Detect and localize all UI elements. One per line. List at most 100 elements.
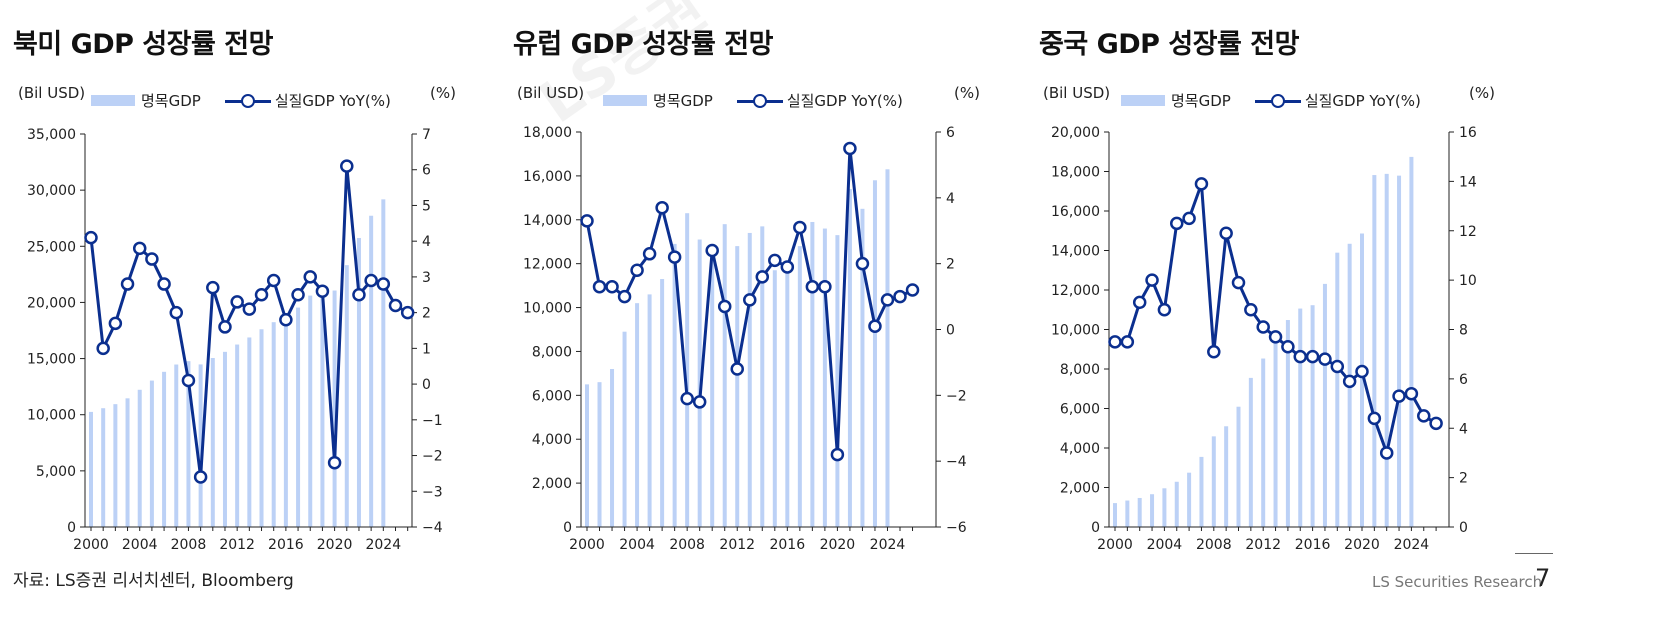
legend-bar-swatch [91,95,135,106]
page-divider [1515,553,1553,554]
real-gdp-point-2002 [108,316,123,331]
right-tick-label: −6 [946,520,967,536]
real-gdp-point-2001 [96,341,110,356]
left-tick-label: 30,000 [27,183,76,199]
bar-nominal-gdp-2011 [722,224,727,527]
left-tick-label: 5,000 [36,464,76,480]
bar-nominal-gdp-2017 [1322,283,1327,527]
legend-label: 명목GDP [653,92,713,110]
real-gdp-point-2007 [169,305,184,320]
left-tick-label: 4,000 [1060,441,1100,457]
bar-nominal-gdp-2023 [1397,175,1402,527]
bar-nominal-gdp-2004 [137,389,142,527]
right-tick-label: 4 [946,191,955,207]
bar-nominal-gdp-2020 [835,235,840,527]
legend-label: 명목GDP [1171,92,1231,110]
left-tick-label: 6,000 [1060,402,1100,418]
right-tick-label: 3 [422,270,431,286]
real-gdp-point-2015 [1293,349,1307,364]
real-gdp-point-2001 [1120,335,1135,349]
legend-item-real: 실질GDP YoY(%) [224,90,391,111]
real-gdp-point-2022 [352,288,366,302]
bar-nominal-gdp-2006 [162,371,167,527]
right-tick-label: 6 [422,163,431,179]
left-tick-label: 10,000 [523,301,572,317]
right-tick-label: 0 [422,377,431,393]
real-gdp-point-2014 [254,288,269,302]
right-tick-label: 2 [422,306,431,322]
x-tick-label: 2008 [171,537,207,553]
chart-panel-china: 중국 GDP 성장률 전망 (Bil USD) 명목GDP 실질GDP YoY(… [1037,0,1577,575]
bar-nominal-gdp-2011 [222,351,227,527]
bar-nominal-gdp-2014 [259,329,264,527]
right-axis-unit: (%) [1469,84,1495,102]
real-gdp-point-2025 [1417,409,1431,423]
left-tick-label: 14,000 [523,213,572,229]
x-tick-label: 2024 [870,537,906,553]
bar-nominal-gdp-2024 [885,169,890,528]
real-gdp-point-2025 [893,289,907,304]
real-gdp-point-2008 [181,373,196,388]
legend-item-real: 실질GDP YoY(%) [1254,90,1421,111]
bar-nominal-gdp-2013 [247,337,252,527]
bar-nominal-gdp-2018 [308,295,313,527]
bar-nominal-gdp-2022 [1384,173,1389,527]
left-tick-label: 12,000 [1051,283,1100,299]
left-tick-label: 25,000 [27,239,76,255]
right-axis-unit: (%) [430,84,456,102]
page-number: 7 [1535,564,1551,592]
bar-nominal-gdp-2024 [1409,156,1414,527]
real-gdp-point-2000 [84,230,98,245]
real-gdp-point-2008 [1207,344,1221,359]
real-gdp-point-2021 [340,159,354,173]
bar-nominal-gdp-2016 [1310,305,1315,527]
real-gdp-point-2025 [388,298,403,313]
x-tick-label: 2020 [820,537,856,553]
left-tick-label: 20,000 [1051,125,1100,141]
real-gdp-point-2020 [1355,364,1369,379]
real-gdp-point-2002 [605,279,619,294]
bar-nominal-gdp-2008 [186,361,191,527]
real-gdp-point-2011 [717,299,732,314]
real-gdp-point-2020 [830,447,845,462]
real-gdp-point-2024 [376,277,391,291]
bar-nominal-gdp-2024 [381,199,386,527]
real-gdp-point-2014 [755,270,770,284]
bar-nominal-gdp-2015 [1298,308,1303,527]
bar-nominal-gdp-2019 [822,228,827,528]
legend-item-nominal: 명목GDP [1121,90,1231,111]
right-tick-label: 8 [1459,323,1468,339]
legend-line-swatch [224,93,271,108]
bar-nominal-gdp-2011 [1248,377,1253,527]
real-gdp-point-2018 [805,279,820,294]
bar-nominal-gdp-2015 [271,322,276,527]
real-gdp-point-2000 [580,214,594,228]
left-tick-label: 0 [67,520,76,536]
real-gdp-point-2026 [1429,416,1443,431]
legend-line-swatch [1254,93,1301,108]
real-gdp-point-2012 [230,295,244,309]
bar-nominal-gdp-2002 [113,404,118,527]
legend-item-real: 실질GDP YoY(%) [736,90,903,111]
bar-nominal-gdp-2009 [198,364,203,527]
legend-label: 실질GDP YoY(%) [1304,92,1421,110]
real-gdp-point-2016 [279,313,293,327]
real-gdp-point-2026 [905,283,920,297]
left-tick-label: 6,000 [532,388,572,404]
left-tick-label: 18,000 [523,125,572,141]
x-tick-label: 2004 [122,537,158,553]
right-tick-label: 6 [946,125,955,141]
right-tick-label: −1 [422,413,443,429]
bar-nominal-gdp-2017 [296,307,301,527]
bar-nominal-gdp-2014 [1285,320,1290,527]
bar-nominal-gdp-2006 [660,279,665,527]
x-tick-label: 2024 [1394,537,1430,553]
real-gdp-point-2026 [400,305,415,320]
real-gdp-point-2006 [1182,211,1196,226]
real-gdp-point-2004 [1157,303,1172,317]
bar-nominal-gdp-2002 [1137,497,1142,527]
right-tick-label: −3 [422,484,443,500]
bar-nominal-gdp-2008 [1211,436,1216,527]
right-tick-label: 1 [422,341,431,357]
bar-nominal-gdp-2012 [735,246,740,527]
